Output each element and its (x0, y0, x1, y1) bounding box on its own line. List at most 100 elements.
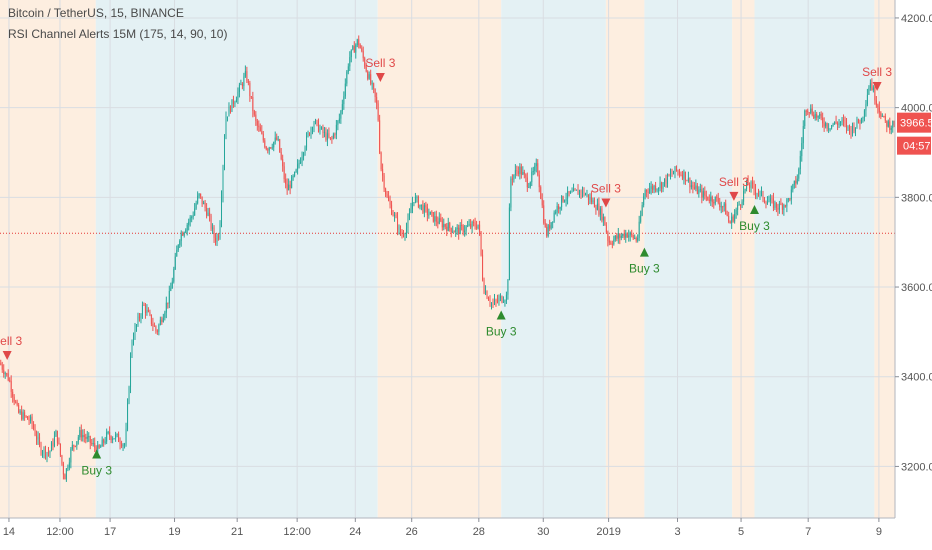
candle-body[interactable] (735, 209, 737, 214)
candle-body[interactable] (115, 434, 117, 439)
candle-body[interactable] (200, 193, 202, 197)
candle-body[interactable] (316, 120, 318, 122)
candle-body[interactable] (195, 203, 197, 209)
candle-body[interactable] (174, 256, 176, 270)
candle-body[interactable] (58, 442, 60, 444)
candle-body[interactable] (889, 121, 891, 131)
candle-body[interactable] (540, 187, 542, 199)
candle-body[interactable] (667, 174, 669, 184)
candle-body[interactable] (456, 227, 458, 229)
candle-body[interactable] (402, 234, 404, 236)
candle-body[interactable] (792, 184, 794, 190)
candle-body[interactable] (656, 189, 658, 191)
candle-body[interactable] (844, 121, 846, 123)
candle-body[interactable] (207, 212, 209, 216)
candle-body[interactable] (138, 316, 140, 319)
candle-body[interactable] (186, 224, 188, 231)
candle-body[interactable] (370, 74, 372, 84)
candle-body[interactable] (388, 196, 390, 201)
candle-body[interactable] (647, 191, 649, 193)
candle-body[interactable] (598, 203, 600, 215)
price-axis[interactable]: 4200.00 4000.00 3800.00 3600.00 3400.00 3200.… (894, 0, 932, 550)
candle-body[interactable] (274, 137, 276, 143)
candle-body[interactable] (435, 216, 437, 222)
candle-body[interactable] (701, 189, 703, 198)
candle-body[interactable] (670, 173, 672, 176)
candle-body[interactable] (496, 300, 498, 302)
candle-body[interactable] (768, 201, 770, 203)
candle-body[interactable] (690, 185, 692, 188)
candle-body[interactable] (358, 39, 360, 46)
candle-body[interactable] (789, 198, 791, 200)
candle-body[interactable] (799, 156, 801, 170)
candle-body[interactable] (523, 171, 525, 175)
candle-body[interactable] (137, 316, 139, 325)
candle-body[interactable] (314, 120, 316, 124)
candle-body[interactable] (731, 216, 733, 224)
candle-body[interactable] (593, 200, 595, 208)
candle-body[interactable] (89, 436, 91, 444)
candle-body[interactable] (596, 203, 598, 210)
candle-body[interactable] (213, 227, 215, 238)
candle-body[interactable] (103, 439, 105, 443)
candle-body[interactable] (80, 430, 82, 438)
candle-body[interactable] (677, 170, 679, 172)
candle-body[interactable] (590, 197, 592, 202)
candle-body[interactable] (480, 231, 482, 255)
candle-body[interactable] (693, 187, 695, 189)
candle-body[interactable] (535, 163, 537, 167)
candle-body[interactable] (423, 205, 425, 213)
candle-body[interactable] (288, 184, 290, 191)
candle-body[interactable] (349, 57, 351, 67)
candle-body[interactable] (438, 218, 440, 224)
candle-body[interactable] (422, 204, 424, 213)
candle-body[interactable] (832, 124, 834, 126)
candle-body[interactable] (206, 207, 208, 216)
candle-body[interactable] (9, 380, 11, 382)
candle-body[interactable] (653, 185, 655, 190)
candle-body[interactable] (863, 110, 865, 118)
candle-body[interactable] (73, 445, 75, 447)
candle-body[interactable] (635, 238, 637, 241)
candle-body[interactable] (849, 125, 851, 130)
candle-body[interactable] (320, 127, 322, 129)
candle-body[interactable] (440, 218, 442, 221)
candle-body[interactable] (681, 174, 683, 179)
candle-body[interactable] (295, 169, 297, 173)
candle-body[interactable] (619, 234, 621, 238)
candle-body[interactable] (367, 71, 369, 79)
candle-body[interactable] (94, 443, 96, 448)
candle-body[interactable] (622, 233, 624, 236)
candle-body[interactable] (787, 198, 789, 200)
candle-body[interactable] (413, 202, 415, 204)
candle-body[interactable] (783, 205, 785, 210)
candle-body[interactable] (222, 166, 224, 197)
candle-body[interactable] (271, 147, 273, 149)
candle-body[interactable] (781, 204, 783, 210)
candle-body[interactable] (268, 147, 270, 151)
candle-body[interactable] (383, 175, 385, 189)
candle-body[interactable] (519, 166, 521, 174)
candle-body[interactable] (705, 195, 707, 197)
candle-body[interactable] (680, 174, 682, 176)
candle-body[interactable] (702, 191, 704, 198)
candle-body[interactable] (309, 132, 311, 136)
candle-body[interactable] (880, 112, 882, 117)
candle-body[interactable] (36, 435, 38, 440)
candle-body[interactable] (401, 234, 403, 236)
candle-body[interactable] (368, 74, 370, 79)
candle-body[interactable] (397, 217, 399, 230)
candle-body[interactable] (869, 82, 871, 88)
candle-body[interactable] (595, 207, 597, 210)
candle-body[interactable] (158, 324, 160, 332)
candle-body[interactable] (258, 125, 260, 128)
candle-body[interactable] (743, 191, 745, 202)
candle-body[interactable] (875, 100, 877, 106)
candle-body[interactable] (0, 363, 2, 365)
candle-body[interactable] (319, 128, 321, 132)
candle-body[interactable] (13, 396, 15, 402)
candle-body[interactable] (338, 118, 340, 121)
candle-body[interactable] (498, 297, 500, 302)
candle-body[interactable] (392, 214, 394, 216)
candle-body[interactable] (71, 445, 73, 450)
